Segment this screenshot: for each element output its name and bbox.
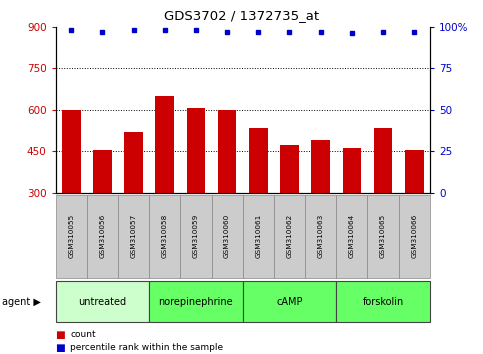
Text: untreated: untreated	[78, 297, 127, 307]
Bar	[218, 110, 237, 193]
Text: agent ▶: agent ▶	[2, 297, 41, 307]
Bar	[93, 150, 112, 193]
Text: GSM310063: GSM310063	[318, 214, 324, 258]
Text: GSM310064: GSM310064	[349, 214, 355, 258]
Text: GDS3702 / 1372735_at: GDS3702 / 1372735_at	[164, 9, 319, 22]
Bar	[62, 110, 81, 193]
Bar	[374, 128, 392, 193]
Text: GSM310058: GSM310058	[162, 214, 168, 258]
Text: GSM310061: GSM310061	[256, 214, 261, 258]
Bar	[312, 140, 330, 193]
Text: count: count	[70, 330, 96, 339]
Text: GSM310055: GSM310055	[68, 214, 74, 258]
Text: percentile rank within the sample: percentile rank within the sample	[70, 343, 223, 352]
Bar	[156, 96, 174, 193]
Bar	[280, 145, 299, 193]
Text: GSM310059: GSM310059	[193, 214, 199, 258]
Text: GSM310062: GSM310062	[286, 214, 293, 258]
Text: norepinephrine: norepinephrine	[158, 297, 233, 307]
Text: GSM310065: GSM310065	[380, 214, 386, 258]
Text: GSM310066: GSM310066	[411, 214, 417, 258]
Bar	[186, 108, 205, 193]
Bar	[124, 132, 143, 193]
Text: GSM310060: GSM310060	[224, 214, 230, 258]
Text: GSM310056: GSM310056	[99, 214, 105, 258]
Text: ■: ■	[56, 343, 65, 353]
Text: GSM310057: GSM310057	[130, 214, 137, 258]
Bar	[249, 128, 268, 193]
Text: forskolin: forskolin	[362, 297, 404, 307]
Bar	[405, 150, 424, 193]
Text: ■: ■	[56, 330, 65, 339]
Text: cAMP: cAMP	[276, 297, 303, 307]
Bar	[342, 148, 361, 193]
